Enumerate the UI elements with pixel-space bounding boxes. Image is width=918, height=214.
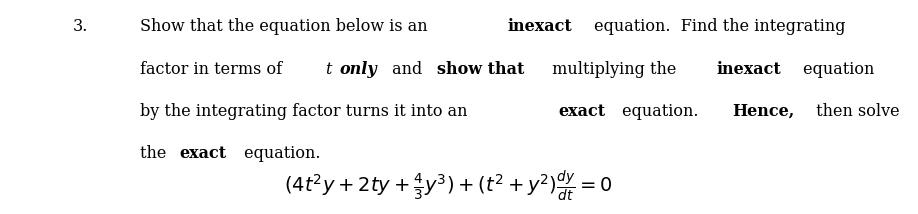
- Text: equation.: equation.: [239, 145, 320, 162]
- Text: t: t: [325, 61, 331, 77]
- Text: show that: show that: [438, 61, 525, 77]
- Text: equation: equation: [798, 61, 874, 77]
- Text: inexact: inexact: [508, 18, 573, 35]
- Text: $(4t^2y + 2ty + \frac{4}{3}y^3) + (t^2 + y^2)\frac{dy}{dt} = 0$: $(4t^2y + 2ty + \frac{4}{3}y^3) + (t^2 +…: [284, 168, 612, 203]
- Text: then solve: then solve: [811, 103, 900, 120]
- Text: multiplying the: multiplying the: [547, 61, 682, 77]
- Text: only: only: [340, 61, 377, 77]
- Text: exact: exact: [558, 103, 605, 120]
- Text: factor in terms of: factor in terms of: [140, 61, 287, 77]
- Text: 3.: 3.: [73, 18, 88, 35]
- Text: equation.: equation.: [617, 103, 709, 120]
- Text: Hence,: Hence,: [733, 103, 795, 120]
- Text: inexact: inexact: [716, 61, 781, 77]
- Text: the: the: [140, 145, 172, 162]
- Text: Show that the equation below is an: Show that the equation below is an: [140, 18, 432, 35]
- Text: and: and: [386, 61, 427, 77]
- Text: exact: exact: [180, 145, 227, 162]
- Text: equation.  Find the integrating: equation. Find the integrating: [589, 18, 845, 35]
- Text: by the integrating factor turns it into an: by the integrating factor turns it into …: [140, 103, 473, 120]
